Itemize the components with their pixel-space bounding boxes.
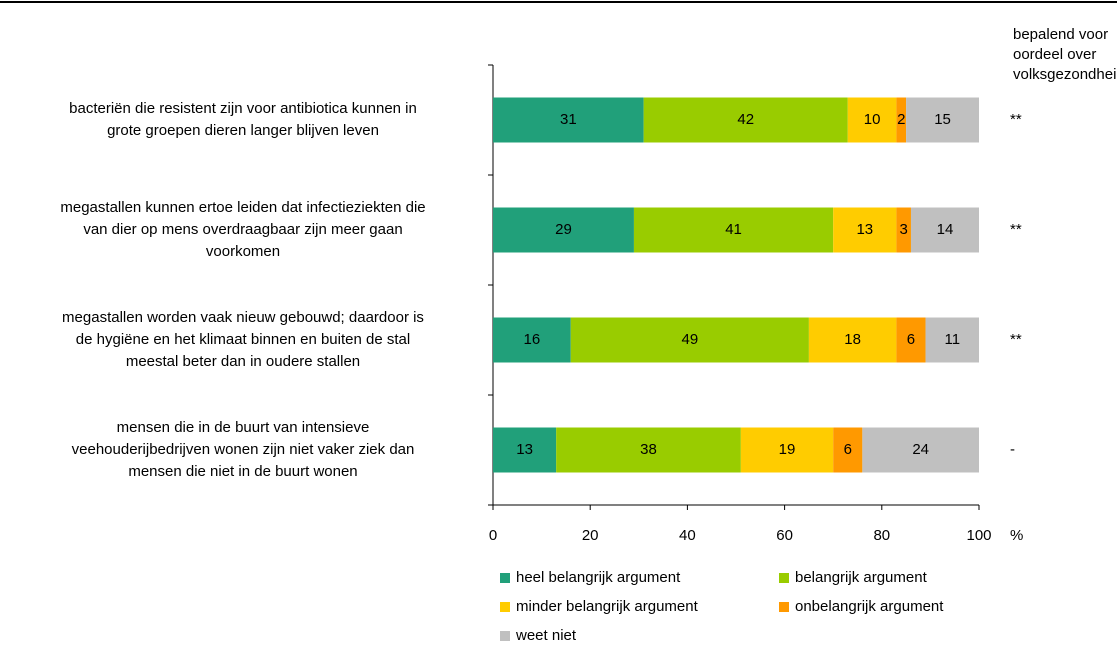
category-label: megastallen worden vaak nieuw gebouwd; d… [62, 309, 424, 326]
bar-segment [493, 317, 571, 363]
bar-segment [570, 317, 809, 363]
x-tick-label: 40 [679, 527, 696, 544]
value-label: 49 [681, 331, 698, 348]
bar-segment [925, 317, 979, 363]
legend-label: onbelangrijk argument [795, 598, 944, 615]
x-tick-label: 60 [776, 527, 793, 544]
bar-segment [896, 317, 926, 363]
legend-label: belangrijk argument [795, 569, 928, 586]
x-tick-label: 20 [582, 527, 599, 544]
annotation-title: bepalend voor [1013, 26, 1108, 43]
legend-swatch [779, 602, 789, 612]
value-label: 16 [524, 331, 541, 348]
value-label: 15 [934, 111, 951, 128]
value-label: 13 [856, 221, 873, 238]
value-label: 19 [779, 441, 796, 458]
category-label: voorkomen [206, 243, 280, 260]
bar-segment [493, 207, 634, 253]
bar-segment [740, 427, 834, 473]
legend-label: minder belangrijk argument [516, 598, 699, 615]
x-tick-label: 80 [873, 527, 890, 544]
bar-segment [643, 97, 848, 143]
legend-label: heel belangrijk argument [516, 569, 681, 586]
category-label: grote groepen dieren langer blijven leve… [107, 122, 379, 139]
annotation: ** [1010, 221, 1022, 238]
category-label: meestal beter dan in oudere stallen [126, 353, 360, 370]
legend-swatch [500, 573, 510, 583]
value-label: 11 [944, 331, 960, 348]
bar-segment [862, 427, 979, 473]
value-label: 31 [560, 111, 577, 128]
legend-swatch [779, 573, 789, 583]
bar-segment [847, 97, 897, 143]
value-label: 29 [555, 221, 572, 238]
bar-segment [833, 427, 863, 473]
category-label: de hygiëne en het klimaat binnen en buit… [76, 331, 410, 348]
value-label: 6 [844, 441, 852, 458]
bar-segment [906, 97, 979, 143]
x-tick-label: 0 [489, 527, 497, 544]
annotation: - [1010, 441, 1015, 458]
bar-segment [808, 317, 897, 363]
value-label: 42 [737, 111, 754, 128]
annotation-title: oordeel over [1013, 46, 1096, 63]
bar-segment [910, 207, 979, 253]
value-label: 41 [725, 221, 742, 238]
legend-swatch [500, 602, 510, 612]
annotation: ** [1010, 111, 1022, 128]
bar-segment [833, 207, 897, 253]
legend-swatch [500, 631, 510, 641]
category-label: veehouderijbedrijven wonen zijn niet vak… [72, 441, 415, 458]
bar-segment [493, 427, 557, 473]
value-label: 24 [912, 441, 929, 458]
annotation: ** [1010, 331, 1022, 348]
value-label: 10 [864, 111, 881, 128]
bar-segment [556, 427, 741, 473]
category-label: van dier op mens overdraagbaar zijn meer… [83, 221, 402, 238]
bar-segment [896, 207, 911, 253]
value-label: 38 [640, 441, 657, 458]
value-label: 18 [844, 331, 861, 348]
bar-segment [896, 97, 907, 143]
category-label: bacteriën die resistent zijn voor antibi… [69, 100, 417, 117]
x-axis-label: % [1010, 527, 1023, 544]
annotation-title: volksgezondheid [1013, 66, 1117, 83]
category-label: mensen die in de buurt van intensieve [117, 419, 370, 436]
category-label: megastallen kunnen ertoe leiden dat infe… [60, 199, 425, 216]
value-label: 6 [907, 331, 915, 348]
category-label: mensen die niet in de buurt wonen [128, 463, 357, 480]
x-tick-label: 100 [966, 527, 991, 544]
value-label: 14 [937, 221, 954, 238]
legend-label: weet niet [515, 627, 577, 644]
bar-segment [633, 207, 834, 253]
bar-segment [493, 97, 644, 143]
value-label: 13 [516, 441, 533, 458]
value-label: 2 [897, 111, 905, 128]
value-label: 3 [899, 221, 907, 238]
